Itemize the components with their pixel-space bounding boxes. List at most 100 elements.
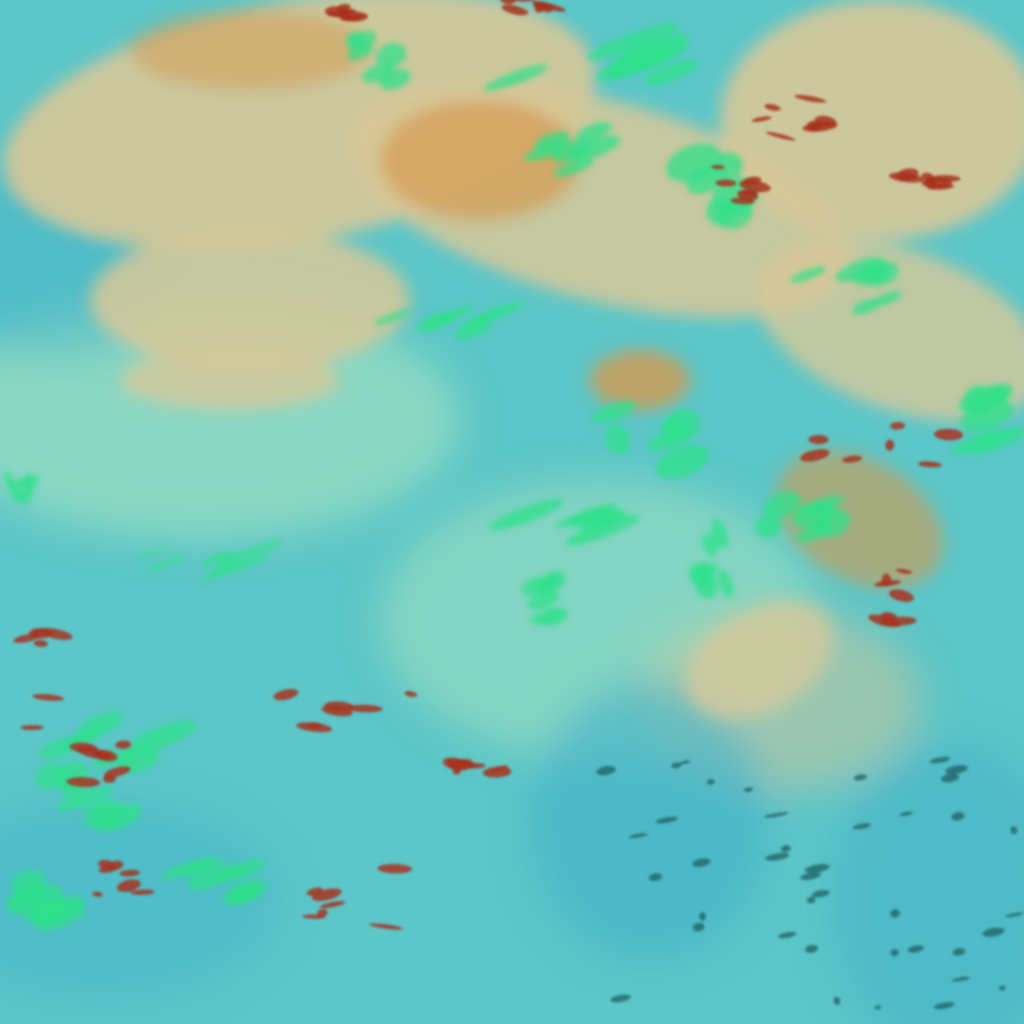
cloud-edge-streak bbox=[128, 721, 197, 753]
cloud-edge-streak bbox=[96, 803, 142, 831]
shadow-speck bbox=[671, 762, 682, 769]
convective-cell bbox=[130, 889, 155, 896]
convective-cell bbox=[377, 864, 413, 874]
cloud-edge-streak bbox=[7, 884, 63, 915]
convective-cell bbox=[98, 865, 117, 873]
shadow-speck bbox=[699, 912, 706, 921]
shadow-speck bbox=[692, 858, 711, 867]
cloud-edge-streak bbox=[10, 870, 46, 895]
convective-cell bbox=[311, 888, 342, 901]
shadow-speck bbox=[941, 773, 960, 783]
shadow-speck bbox=[951, 812, 965, 821]
shadow-speck bbox=[628, 833, 648, 839]
cloud-edge-streak bbox=[644, 60, 698, 86]
shadow-speck bbox=[1010, 826, 1018, 835]
shadow-speck bbox=[951, 976, 971, 982]
shadow-speck bbox=[649, 873, 663, 882]
shadow-speck bbox=[929, 756, 951, 764]
cloud-edge-streak bbox=[580, 511, 627, 532]
cloud-edge-streak bbox=[551, 139, 592, 163]
cloud-edge-streak bbox=[592, 400, 637, 424]
cloud-edge-streak bbox=[56, 786, 113, 811]
shadow-speck bbox=[998, 985, 1006, 991]
convective-cell bbox=[501, 4, 529, 16]
convective-cell bbox=[934, 428, 964, 441]
shadow-speck bbox=[655, 816, 679, 824]
cloud-edge-streak bbox=[969, 427, 1024, 454]
cloud-edge-streak bbox=[686, 167, 724, 194]
convective-cell bbox=[482, 766, 512, 778]
haze-patch bbox=[0, 800, 280, 1000]
haze-patch bbox=[830, 740, 1024, 1024]
convective-cell bbox=[751, 116, 772, 122]
convective-cell bbox=[888, 172, 924, 183]
cloud-edge-streak bbox=[379, 69, 411, 90]
cloud-edge-streak bbox=[226, 882, 261, 905]
cloud-edge-streak bbox=[617, 33, 689, 65]
shadow-speck bbox=[806, 896, 816, 904]
convective-cell bbox=[715, 179, 737, 187]
convective-cell bbox=[794, 94, 827, 103]
convective-cell bbox=[308, 722, 321, 729]
cloud-edge-streak bbox=[565, 514, 641, 546]
cloud-edge-streak bbox=[466, 300, 525, 324]
cloud-edge-streak bbox=[853, 263, 889, 286]
cloud-edge-streak bbox=[873, 291, 902, 306]
cloud-edge-streak bbox=[796, 523, 833, 543]
cloud-edge-streak bbox=[200, 553, 272, 581]
cloud-edge-streak bbox=[218, 859, 265, 882]
cloud-edge-streak bbox=[964, 385, 993, 417]
convective-cell bbox=[499, 0, 517, 5]
convective-cell bbox=[764, 104, 781, 111]
cloud-edge-streak bbox=[345, 31, 365, 51]
convective-cell bbox=[888, 589, 914, 602]
shadow-speck bbox=[1004, 912, 1024, 918]
shadow-speck bbox=[706, 779, 715, 785]
cloud-edge-streak bbox=[201, 551, 235, 567]
convective-cell bbox=[808, 435, 829, 445]
shadow-speck bbox=[780, 845, 791, 853]
shadow-speck bbox=[692, 922, 705, 932]
cloud-edge-streak bbox=[209, 560, 241, 573]
convective-cell bbox=[13, 633, 39, 643]
cloud-edge-streak bbox=[691, 562, 718, 579]
thin-cloud bbox=[776, 451, 944, 589]
convective-cell bbox=[442, 757, 470, 771]
convective-cell bbox=[917, 461, 942, 468]
shadow-speck bbox=[874, 1005, 882, 1010]
cloud-edge-streak bbox=[605, 424, 631, 455]
convective-cell bbox=[842, 455, 862, 463]
cloud-edge-streak bbox=[145, 555, 189, 572]
convective-cell bbox=[119, 869, 140, 877]
convective-cell bbox=[802, 121, 838, 132]
convective-cell bbox=[885, 439, 895, 451]
cloud-edge-layer bbox=[4, 23, 1024, 931]
cloud-edge-streak bbox=[554, 502, 618, 528]
cloud-edge-streak bbox=[542, 611, 569, 627]
shadow-speck bbox=[743, 787, 754, 792]
cloud-edge-streak bbox=[179, 857, 223, 877]
convective-cell bbox=[104, 766, 131, 778]
haze-patch bbox=[0, 300, 460, 540]
cloud-edge-streak bbox=[136, 547, 170, 560]
cloud-edge-streak bbox=[416, 312, 454, 333]
cloud-edge-streak bbox=[711, 519, 729, 549]
convective-cell bbox=[116, 879, 141, 893]
cloud-edge-streak bbox=[78, 712, 124, 736]
cloud-edge-streak bbox=[542, 571, 566, 590]
convective-cell bbox=[66, 777, 101, 788]
cloud-edge-streak bbox=[21, 473, 39, 488]
thin-cloud bbox=[90, 230, 410, 370]
shadow-speck bbox=[853, 774, 867, 781]
convective-cell bbox=[320, 901, 346, 909]
convective-cell bbox=[273, 688, 299, 701]
convective-cell bbox=[347, 704, 383, 713]
convective-cell bbox=[32, 694, 64, 701]
convective-cell bbox=[32, 629, 44, 635]
cloud-edge-streak bbox=[529, 607, 566, 625]
cloud-edge-streak bbox=[706, 198, 733, 225]
shadow-speck bbox=[933, 1002, 955, 1010]
haze-patch bbox=[530, 680, 770, 960]
